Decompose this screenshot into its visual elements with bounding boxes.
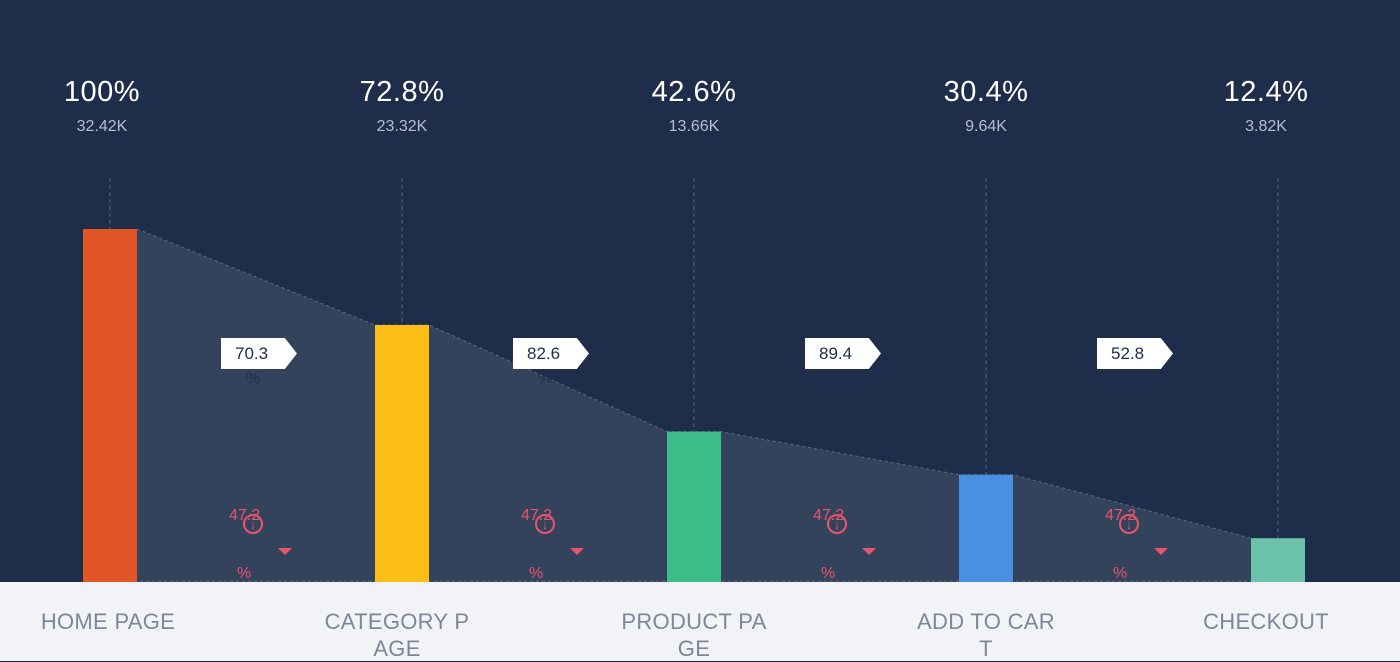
conversion-rate-tag: 82.6 xyxy=(513,338,589,369)
arrow-down-circle-icon: ↓ xyxy=(827,514,847,534)
drop-caret-icon xyxy=(570,548,584,555)
stage-percent: 30.4% xyxy=(943,76,1029,108)
drop-caret-icon xyxy=(862,548,876,555)
stage-percent: 72.8% xyxy=(359,76,445,108)
stage-label-strip xyxy=(0,582,1400,661)
stage-count: 13.66K xyxy=(668,118,720,135)
drop-off-unit: % xyxy=(237,565,252,582)
drop-off-unit: % xyxy=(529,565,544,582)
conversion-unit: % xyxy=(246,370,261,387)
drop-off-unit: % xyxy=(1113,565,1128,582)
funnel-bar xyxy=(83,229,137,582)
stage-percent: 42.6% xyxy=(651,76,737,108)
arrow-down-circle-icon: ↓ xyxy=(535,514,555,534)
drop-off-unit: % xyxy=(821,565,836,582)
funnel-bar xyxy=(667,431,721,582)
stage-label: CHECKOUT xyxy=(1203,609,1329,634)
stage-count: 23.32K xyxy=(376,118,428,135)
funnel-bar xyxy=(375,325,429,582)
conversion-unit: % xyxy=(538,370,553,387)
drop-caret-icon xyxy=(278,548,292,555)
conversion-rate-tag: 89.4 xyxy=(805,338,881,369)
stage-percent: 12.4% xyxy=(1223,76,1309,108)
stage-count: 32.42K xyxy=(76,118,128,135)
stage-count: 3.82K xyxy=(1245,118,1287,135)
stage-label: PRODUCT PAGE xyxy=(621,609,767,661)
funnel-bar xyxy=(959,474,1013,582)
arrow-down-circle-icon: ↓ xyxy=(243,514,263,534)
conversion-rate-tag: 52.8 xyxy=(1097,338,1173,369)
stage-label: HOME PAGE xyxy=(40,609,176,634)
stage-label: CATEGORY PAGE xyxy=(324,609,470,661)
stage-percent: 100% xyxy=(63,76,141,108)
drop-caret-icon xyxy=(1154,548,1168,555)
conversion-rate-tag: 70.3 xyxy=(221,338,297,369)
stage-label: ADD TO CART xyxy=(917,609,1055,661)
arrow-down-circle-icon: ↓ xyxy=(1119,514,1139,534)
funnel-bar xyxy=(1251,538,1305,582)
stage-count: 9.64K xyxy=(965,118,1007,135)
